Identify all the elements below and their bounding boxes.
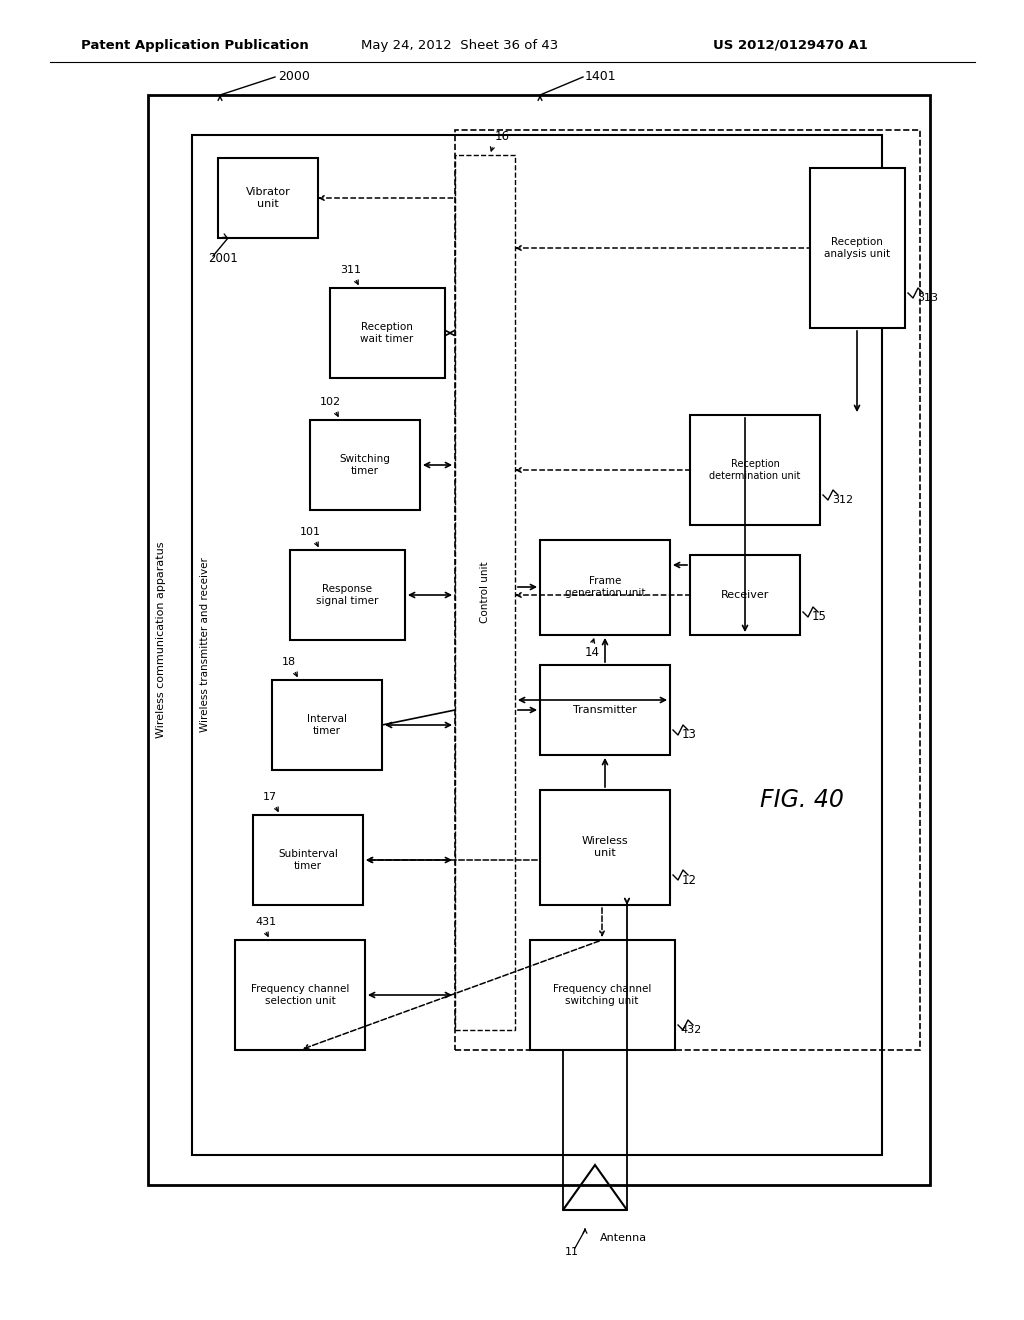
Text: Receiver: Receiver: [721, 590, 769, 601]
Bar: [234, 940, 365, 1049]
Text: 14: 14: [585, 647, 600, 660]
Bar: [540, 789, 670, 906]
Text: 2000: 2000: [278, 70, 310, 83]
Text: Wireless communication apparatus: Wireless communication apparatus: [156, 541, 166, 738]
Text: 2001: 2001: [208, 252, 238, 264]
Text: 11: 11: [565, 1247, 579, 1257]
Text: 17: 17: [263, 792, 278, 803]
Text: 311: 311: [340, 265, 361, 275]
Text: 102: 102: [319, 397, 341, 407]
Text: FIG. 40: FIG. 40: [760, 788, 844, 812]
Text: Subinterval
timer: Subinterval timer: [279, 849, 338, 871]
Text: Frame
generation unit: Frame generation unit: [565, 577, 645, 598]
Text: Wireless transmitter and receiver: Wireless transmitter and receiver: [200, 557, 210, 733]
Bar: [253, 814, 362, 906]
Text: Wireless
unit: Wireless unit: [582, 836, 629, 858]
Text: Vibrator
unit: Vibrator unit: [246, 187, 291, 209]
Text: 431: 431: [255, 917, 276, 927]
Bar: [540, 540, 670, 635]
Bar: [810, 168, 905, 327]
Text: Frequency channel
selection unit: Frequency channel selection unit: [251, 985, 349, 1006]
Text: Reception
wait timer: Reception wait timer: [360, 322, 414, 343]
Bar: [530, 940, 675, 1049]
Bar: [330, 288, 445, 378]
Bar: [690, 554, 800, 635]
Text: 312: 312: [831, 495, 853, 506]
Text: Reception
analysis unit: Reception analysis unit: [824, 238, 890, 259]
Text: 101: 101: [300, 527, 321, 537]
Text: Control unit: Control unit: [480, 561, 490, 623]
Text: Interval
timer: Interval timer: [307, 714, 347, 735]
Text: 12: 12: [682, 874, 697, 887]
Bar: [540, 665, 670, 755]
Text: US 2012/0129470 A1: US 2012/0129470 A1: [713, 38, 867, 51]
Bar: [272, 680, 382, 770]
Text: Response
signal timer: Response signal timer: [315, 585, 378, 606]
Bar: [290, 550, 406, 640]
Text: Patent Application Publication: Patent Application Publication: [81, 38, 309, 51]
Text: Frequency channel
switching unit: Frequency channel switching unit: [553, 985, 651, 1006]
Bar: [218, 158, 318, 238]
Text: 432: 432: [680, 1026, 701, 1035]
Text: Reception
determination unit: Reception determination unit: [710, 459, 801, 480]
Bar: [455, 129, 920, 1049]
Text: 313: 313: [918, 293, 938, 304]
Text: 15: 15: [812, 610, 826, 623]
Bar: [455, 154, 515, 1030]
Text: 13: 13: [682, 729, 697, 742]
Text: Switching
timer: Switching timer: [340, 454, 390, 475]
Text: 16: 16: [495, 131, 510, 144]
Text: May 24, 2012  Sheet 36 of 43: May 24, 2012 Sheet 36 of 43: [361, 38, 559, 51]
Text: 18: 18: [282, 657, 296, 667]
Bar: [690, 414, 820, 525]
Text: Antenna: Antenna: [600, 1233, 647, 1243]
Bar: [310, 420, 420, 510]
Bar: [148, 95, 930, 1185]
Text: Transmitter: Transmitter: [573, 705, 637, 715]
Bar: [193, 135, 882, 1155]
Text: 1401: 1401: [585, 70, 616, 83]
